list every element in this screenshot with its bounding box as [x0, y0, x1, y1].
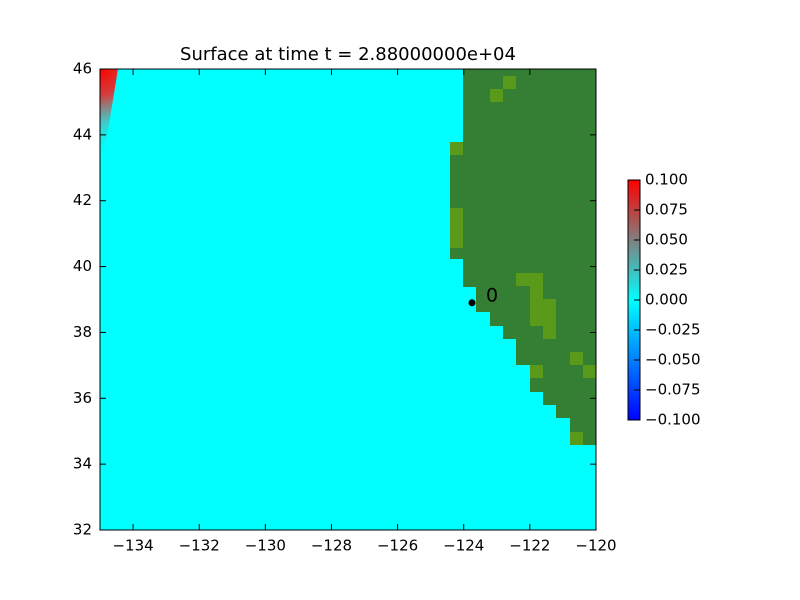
x-tick-label: −120 — [575, 537, 616, 555]
axes-frame — [99, 68, 597, 531]
colorbar-tick-label: 0.050 — [645, 231, 688, 249]
colorbar-tick-label: −0.100 — [645, 411, 701, 429]
plot-area — [99, 68, 597, 531]
x-tick-label: −126 — [377, 537, 418, 555]
colorbar-tick-label: −0.050 — [645, 351, 701, 369]
y-tick-label: 42 — [73, 191, 92, 209]
x-tick-label: −124 — [443, 537, 484, 555]
x-tick-label: −134 — [112, 537, 153, 555]
land-highlights — [450, 76, 596, 445]
y-tick-label: 44 — [73, 125, 92, 143]
colorbar-tick-label: 0.075 — [645, 201, 688, 219]
y-tick-label: 32 — [73, 521, 92, 539]
gauge-point — [468, 299, 476, 307]
colorbar-tick-label: 0.000 — [645, 291, 688, 309]
colorbar-tick-label: −0.075 — [645, 381, 701, 399]
colorbar-tick-label: −0.025 — [645, 321, 701, 339]
gauge-label: 0 — [486, 284, 498, 306]
x-tick-label: −130 — [245, 537, 286, 555]
y-tick-label: 34 — [73, 455, 92, 473]
x-tick-label: −122 — [509, 537, 550, 555]
colorbar-tick-label: 0.025 — [645, 261, 688, 279]
y-tick-label: 38 — [73, 323, 92, 341]
y-tick-label: 36 — [73, 389, 92, 407]
land — [450, 69, 596, 445]
colorbar-tick-label: 0.100 — [645, 171, 688, 189]
y-tick-label: 46 — [73, 60, 92, 78]
x-tick-label: −128 — [311, 537, 352, 555]
y-tick-label: 40 — [73, 257, 92, 275]
x-tick-label: −132 — [179, 537, 220, 555]
wave-front — [100, 69, 118, 180]
chart-title: Surface at time t = 2.88000000e+04 — [180, 44, 516, 65]
